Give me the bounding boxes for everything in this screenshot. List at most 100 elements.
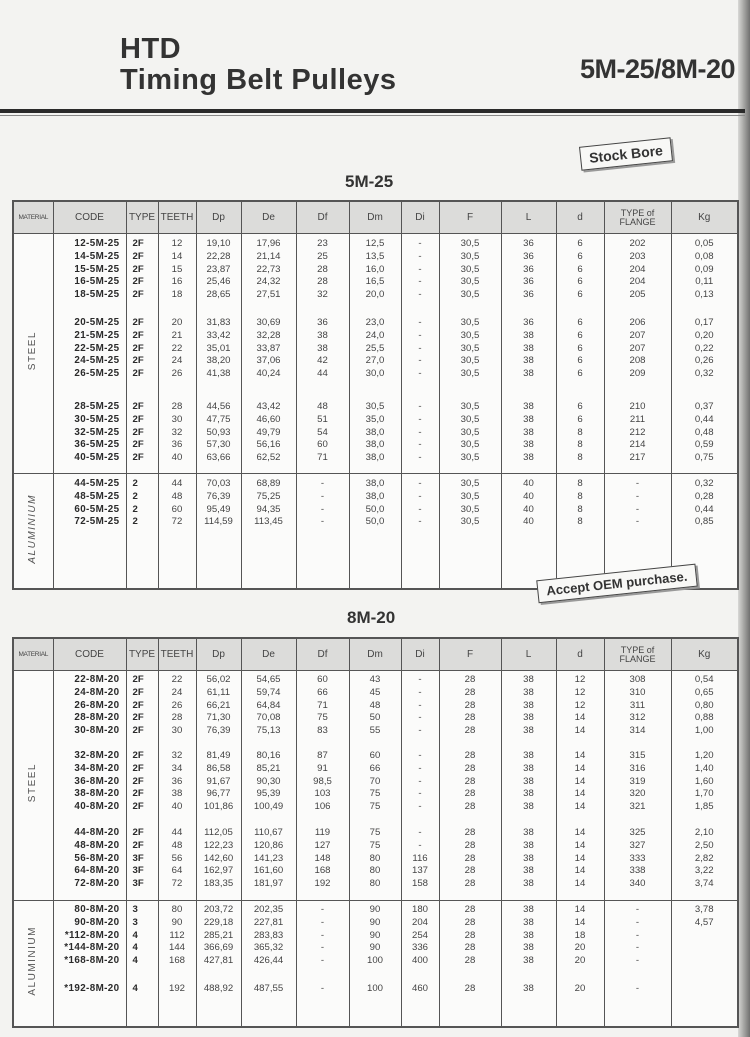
cell-flange: 327 [603,839,672,853]
cell-l: 36 [500,316,557,330]
cell-dm: 16,5 [348,276,402,290]
cell-teeth: 44 [157,477,197,491]
spacer-cell [348,301,402,317]
cell-teeth: 72 [157,516,197,530]
cell-de: 120,86 [240,839,297,853]
cell-type: 2 [125,490,159,504]
cell-type: 4 [125,955,159,968]
cell-d: 12 [555,699,605,713]
cell-code: 26-5M-25 [52,368,127,381]
cell-type: 3F [125,865,159,879]
cell-kg: 1,00 [670,725,739,738]
cell-l: 38 [500,400,557,414]
cell-de: 62,52 [240,452,297,465]
cell-dp: 23,87 [195,263,242,277]
spacer-cell [240,380,297,401]
cell-f: 30,5 [438,329,502,343]
cell-flange: 202 [603,238,672,251]
cell-code: 80-8M-20 [52,903,127,917]
cell-dp: 28,65 [195,289,242,302]
cell-df: 51 [295,413,350,427]
cell-d: 6 [555,316,605,330]
cell-flange: 321 [603,801,672,814]
cell-teeth: 32 [157,426,197,440]
cell-df: 71 [295,452,350,465]
cell-dp: 229,18 [195,916,242,930]
header-rule [0,109,745,113]
cell-dm: 90 [348,916,402,930]
cell-l: 38 [500,788,557,802]
cell-d: 14 [555,801,605,814]
cell-d: 14 [555,878,605,891]
cell-flange: 310 [603,686,672,700]
cell-teeth: 28 [157,712,197,726]
cell-l: 38 [500,929,557,943]
cell-kg [670,942,739,956]
cell-dm: 100 [348,955,402,968]
cell-flange: 316 [603,762,672,776]
cell-dp: 61,11 [195,686,242,700]
cell-dm: 90 [348,942,402,956]
cell-code: 22-8M-20 [52,674,127,687]
cell-dp: 122,23 [195,839,242,853]
table-row: 72-5M-25 2 72 114,59 113,45-50,0-30,5 40 8-0,8… [13,516,739,530]
cell-kg: 0,11 [670,276,739,290]
cell-type: 2F [125,801,159,814]
spacer-cell [157,995,197,1027]
cell-di: - [400,503,440,517]
cell-kg: 1,20 [670,749,739,763]
cell-de: 365,32 [240,942,297,956]
cell-code: 20-5M-25 [52,316,127,330]
cell-flange: 308 [603,674,672,687]
column-header-code: CODE [52,201,127,234]
cell-type: 2F [125,263,159,277]
material-label: ALUMINIUM [26,926,38,996]
cell-l: 38 [500,749,557,763]
table-row: 16-5M-25 2F 16 25,46 24,32 28 16,5-30,5 36 6 204 0… [13,276,739,290]
cell-flange: 203 [603,250,672,264]
table-row: 18-5M-25 2F 18 28,65 27,51 32 20,0-30,5 36 6 205 0… [13,289,739,302]
cell-type: 3 [125,903,159,917]
table-row: *112-8M-20 4 112 285,21 283,83-90 254 28 38 18- [13,929,739,943]
cell-dm: 90 [348,929,402,943]
cell-d: 8 [555,452,605,465]
cell-flange: 340 [603,878,672,891]
cell-di: - [400,413,440,427]
cell-type: 2F [125,250,159,264]
cell-dp: 183,35 [195,878,242,891]
material-label: STEEL [26,763,38,803]
cell-kg: 1,60 [670,775,739,789]
cell-de: 32,28 [240,329,297,343]
cell-dm: 90 [348,903,402,917]
spacer-cell [500,967,557,983]
cell-kg: 1,70 [670,788,739,802]
cell-kg: 0,44 [670,413,739,427]
spacer-cell [125,967,159,983]
cell-type: 2F [125,439,159,453]
cell-code: 18-5M-25 [52,289,127,302]
spacer-cell [295,737,350,750]
cell-flange: 209 [603,368,672,381]
spacer-cell [125,380,159,401]
cell-de: 46,60 [240,413,297,427]
cell-f: 28 [438,839,502,853]
cell-d: 20 [555,942,605,956]
spacer-cell [555,464,605,474]
cell-code: 24-5M-25 [52,355,127,369]
spacer-cell [157,529,197,589]
cell-flange: 207 [603,342,672,356]
cell-code: 14-5M-25 [52,250,127,264]
spacer-cell [555,890,605,901]
cell-de: 95,39 [240,788,297,802]
cell-di: - [400,749,440,763]
cell-d: 8 [555,503,605,517]
spacer-cell [400,301,440,317]
cell-d: 14 [555,826,605,840]
cell-de: 90,30 [240,775,297,789]
cell-df: 28 [295,276,350,290]
spacer-cell [125,890,159,901]
cell-type: 2F [125,276,159,290]
cell-de: 40,24 [240,368,297,381]
cell-l: 38 [500,686,557,700]
